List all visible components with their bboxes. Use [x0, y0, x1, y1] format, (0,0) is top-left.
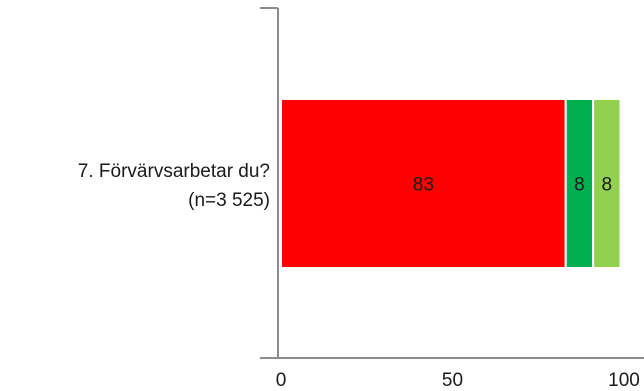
bar-data-label-2: 8 — [574, 175, 585, 196]
category-label-sample-size: (n=3 525) — [188, 190, 270, 211]
bar-segment-2 — [564, 98, 595, 269]
bar-data-label-1: 83 — [413, 175, 434, 196]
bar-data-label-3: 8 — [602, 175, 613, 196]
x-tick-label-0: 0 — [276, 370, 287, 391]
bar-segment-1 — [280, 98, 567, 269]
x-tick-label-50: 50 — [442, 370, 463, 391]
x-tick-label-100: 100 — [608, 370, 640, 391]
category-label-question: 7. Förvärvsarbetar du? — [77, 161, 270, 182]
bar-segment-3 — [592, 98, 622, 269]
